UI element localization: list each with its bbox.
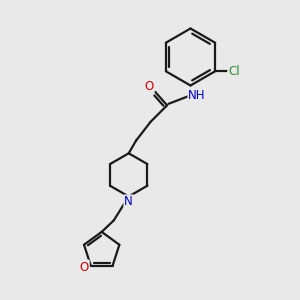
Text: O: O [145,80,154,93]
Text: Cl: Cl [228,65,240,78]
Text: O: O [80,260,89,274]
Text: NH: NH [188,89,206,102]
Text: N: N [124,195,133,208]
